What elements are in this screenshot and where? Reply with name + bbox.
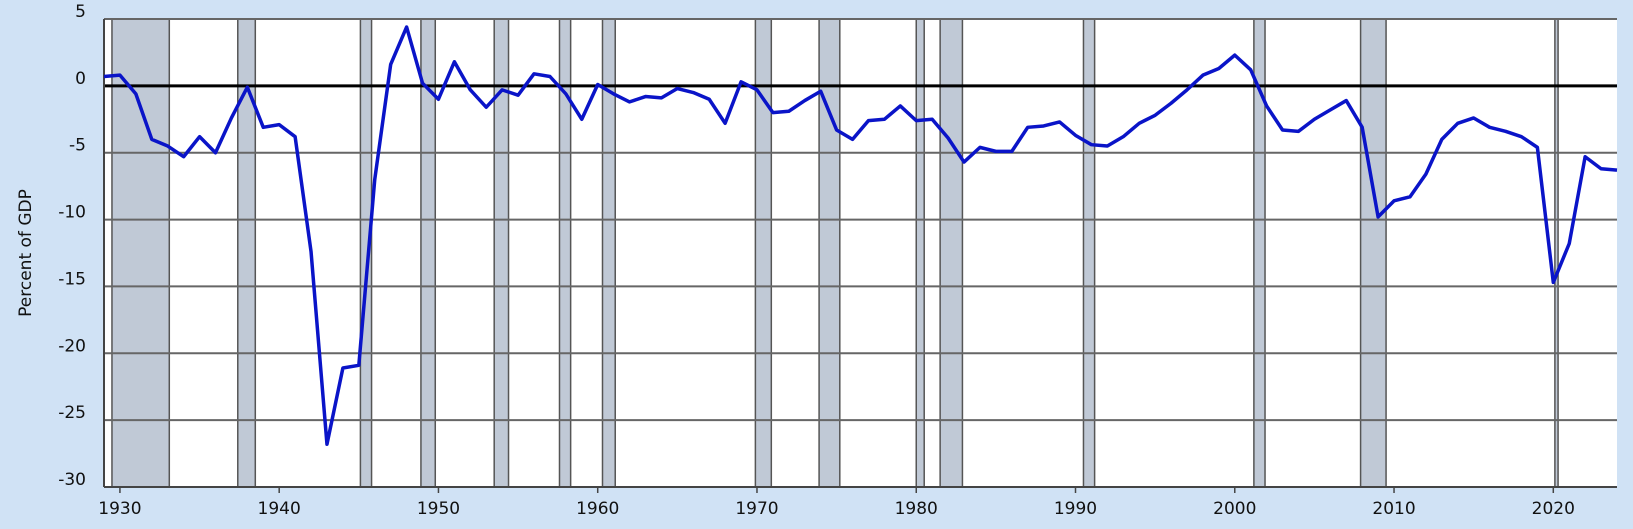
data-line: [103, 25, 1618, 446]
y-tick-label: 5: [75, 2, 86, 22]
y-tick-label: -15: [58, 269, 86, 289]
recession-band: [915, 18, 925, 488]
y-tick-label: -10: [58, 203, 86, 223]
recession-band: [1082, 18, 1096, 488]
recession-band: [111, 18, 171, 488]
x-tick-label: 1930: [98, 499, 141, 519]
x-tick-label: 1940: [258, 499, 301, 519]
y-tick-label: -20: [58, 336, 86, 356]
x-tick-label: 1960: [576, 499, 619, 519]
y-tick-label: -30: [58, 470, 86, 490]
y-tick-label: -5: [69, 136, 86, 156]
x-tick-label: 1980: [895, 499, 938, 519]
x-tick-label: 1950: [417, 499, 460, 519]
recession-band: [1554, 18, 1559, 488]
x-tick-label: 1990: [1054, 499, 1097, 519]
x-tick-label: 2000: [1213, 499, 1256, 519]
recession-band: [939, 18, 964, 488]
x-tick-label: 1970: [735, 499, 778, 519]
x-tick-label: 2020: [1532, 499, 1575, 519]
recession-band: [1359, 18, 1387, 488]
recession-band: [818, 18, 841, 488]
y-tick-label: 0: [75, 69, 86, 89]
x-tick-label: 2010: [1372, 499, 1415, 519]
y-tick-label: -25: [58, 403, 86, 423]
y-axis-title: Percent of GDP: [16, 189, 36, 317]
